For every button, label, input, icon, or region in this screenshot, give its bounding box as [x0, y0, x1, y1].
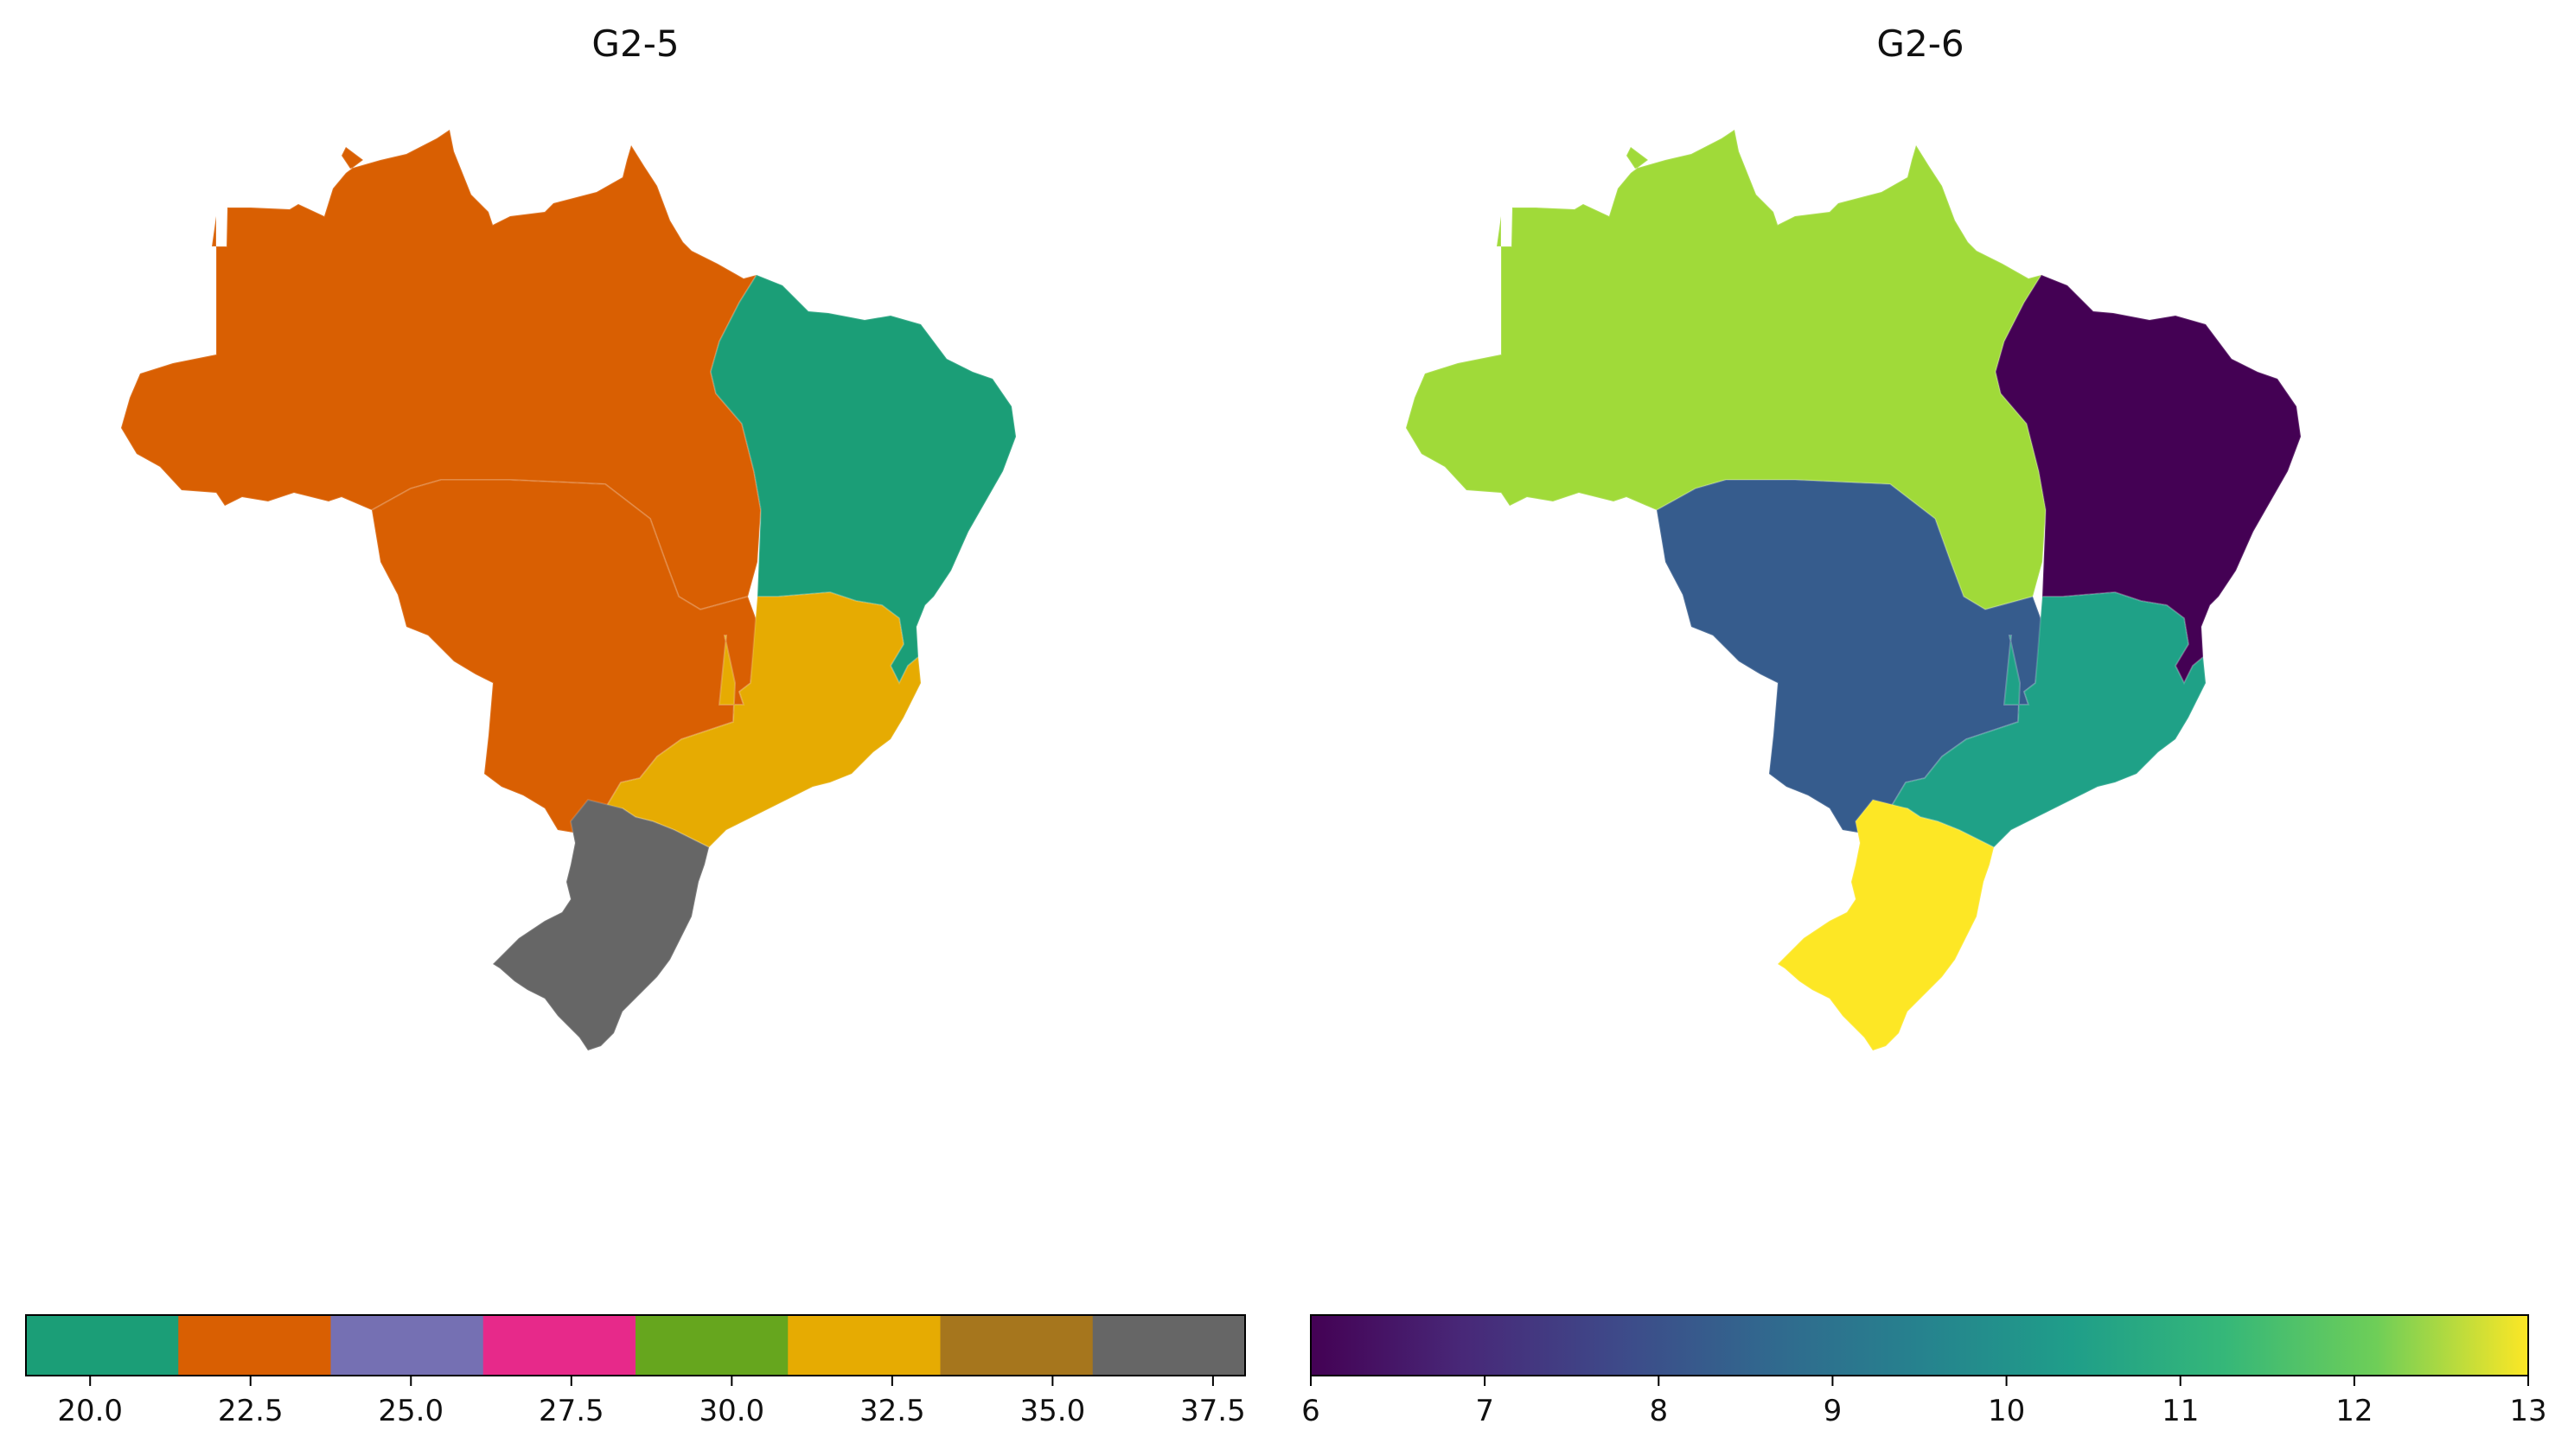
region-north — [1404, 128, 2047, 611]
map-left — [119, 128, 1018, 1052]
colorbar-tick-label: 30.0 — [699, 1394, 764, 1428]
colorbar-tick-label: 9 — [1824, 1394, 1843, 1428]
colorbar-tick-label: 13 — [2509, 1394, 2546, 1428]
region-northeast — [1994, 273, 2303, 686]
colorbar-frame — [1310, 1314, 2529, 1376]
colorbar-tick-label: 12 — [2335, 1394, 2373, 1428]
colorbar-tick-label: 20.0 — [57, 1394, 123, 1428]
colorbar-tick-label: 25.0 — [378, 1394, 444, 1428]
colorbar-tick-label: 7 — [1475, 1394, 1494, 1428]
colorbar-bin — [178, 1315, 331, 1376]
map-title-right: G2-6 — [1876, 22, 1964, 65]
colorbar-frame — [25, 1314, 1246, 1376]
colorbar-tick-label: 22.5 — [218, 1394, 284, 1428]
map-right — [1404, 128, 2303, 1052]
colorbar-left: 20.0 22.5 25.0 27.5 30.0 32.5 35.0 37.5 — [25, 1314, 1246, 1428]
colorbar-bin — [636, 1315, 789, 1376]
colorbar-tick-label: 10 — [1988, 1394, 2025, 1428]
region-south — [491, 798, 711, 1052]
region-southeast — [1888, 591, 2207, 849]
colorbar-bin — [26, 1315, 179, 1376]
region-northeast — [709, 273, 1018, 686]
colorbar-bin — [1092, 1315, 1246, 1376]
colorbar-tick-label: 8 — [1649, 1394, 1668, 1428]
region-southeast — [604, 591, 923, 849]
region-south — [1776, 798, 1996, 1052]
region-north — [119, 128, 763, 611]
colorbar-tick-label: 35.0 — [1020, 1394, 1086, 1428]
colorbar-bin — [788, 1315, 941, 1376]
colorbar-tick-label: 32.5 — [859, 1394, 925, 1428]
colorbar-tick-label: 27.5 — [539, 1394, 604, 1428]
colorbar-tick-label: 37.5 — [1180, 1394, 1246, 1428]
colorbar-tick-label: 6 — [1301, 1394, 1320, 1428]
colorbar-bin — [482, 1315, 636, 1376]
colorbar-bin — [940, 1315, 1094, 1376]
colorbar-tick-label: 11 — [2162, 1394, 2199, 1428]
colorbar-bin — [330, 1315, 484, 1376]
colorbar-right: 6 7 8 9 10 11 12 13 — [1301, 1314, 2547, 1428]
colorbar-gradient — [1311, 1315, 2528, 1376]
map-title-left: G2-5 — [591, 22, 680, 65]
